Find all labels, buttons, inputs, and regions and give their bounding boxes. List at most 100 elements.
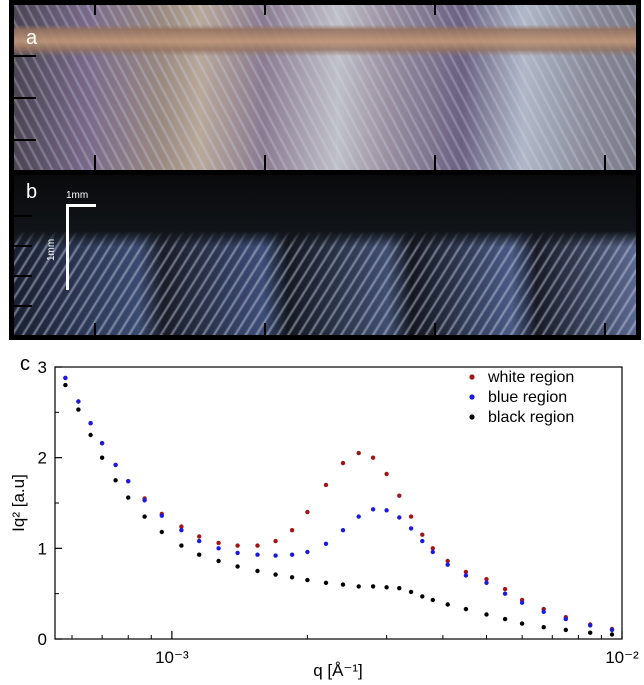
data-point bbox=[113, 478, 118, 483]
data-point bbox=[323, 482, 329, 488]
data-point bbox=[323, 541, 329, 546]
data-point bbox=[216, 540, 221, 546]
data-point bbox=[323, 580, 329, 585]
data-point bbox=[356, 584, 361, 589]
data-point bbox=[255, 568, 260, 574]
frame-tick bbox=[94, 5, 96, 15]
data-point bbox=[159, 529, 164, 535]
data-point bbox=[408, 589, 414, 595]
frame-tick bbox=[434, 155, 436, 170]
data-point bbox=[197, 552, 202, 557]
data-point bbox=[179, 528, 184, 533]
data-point bbox=[463, 573, 469, 578]
data-point bbox=[63, 382, 68, 388]
data-point bbox=[235, 550, 240, 556]
data-point bbox=[420, 538, 425, 544]
data-point bbox=[541, 625, 546, 630]
data-point bbox=[563, 616, 568, 622]
data-point bbox=[255, 543, 260, 548]
data-point bbox=[397, 515, 402, 520]
data-point bbox=[430, 549, 435, 555]
data-point bbox=[142, 498, 147, 503]
data-point bbox=[502, 591, 508, 596]
frame-tick bbox=[94, 323, 96, 335]
data-point bbox=[273, 538, 278, 544]
frame-tick bbox=[604, 323, 606, 335]
data-point bbox=[340, 528, 346, 533]
data-point bbox=[370, 507, 376, 512]
data-point bbox=[179, 524, 184, 529]
legend: white region blue region black region bbox=[469, 369, 574, 426]
legend-label: blue region bbox=[488, 389, 567, 406]
data-point bbox=[463, 569, 469, 575]
panel-b-label: b bbox=[26, 181, 38, 203]
legend-marker bbox=[469, 374, 475, 380]
plot-frame bbox=[54, 366, 623, 640]
panel-a-label: a bbox=[26, 27, 38, 49]
data-point bbox=[384, 471, 389, 477]
frame-tick bbox=[14, 245, 32, 247]
data-point bbox=[370, 455, 376, 460]
series-black-region bbox=[63, 382, 615, 637]
data-point bbox=[463, 606, 469, 612]
panel-a-photo: a bbox=[9, 0, 641, 175]
data-point bbox=[397, 493, 402, 498]
axis-ticks: 0 1 2 3 10⁻³ 10⁻² bbox=[38, 358, 640, 667]
data-point bbox=[445, 558, 450, 564]
data-point bbox=[113, 462, 118, 468]
data-point bbox=[484, 612, 489, 617]
data-point bbox=[76, 407, 81, 412]
x-axis-label: q [Å⁻¹] bbox=[313, 661, 363, 680]
scale-label-vertical: 1mm bbox=[46, 238, 57, 261]
data-point bbox=[588, 623, 593, 628]
data-point bbox=[408, 526, 414, 531]
data-point bbox=[88, 421, 93, 426]
data-point bbox=[445, 602, 450, 607]
data-point bbox=[305, 549, 310, 555]
data-point bbox=[179, 543, 184, 548]
data-point bbox=[99, 455, 105, 460]
data-point bbox=[484, 580, 489, 585]
data-point bbox=[340, 582, 346, 587]
data-points bbox=[63, 375, 615, 637]
data-point bbox=[484, 577, 489, 582]
y-tick-label: 0 bbox=[38, 630, 47, 649]
data-point bbox=[76, 399, 81, 404]
scale-bar-vertical bbox=[66, 204, 69, 290]
data-point bbox=[370, 584, 376, 589]
data-point bbox=[197, 534, 202, 539]
legend-marker bbox=[469, 394, 475, 400]
data-point bbox=[255, 552, 260, 557]
y-axis-label: Iq² [a.u] bbox=[9, 474, 28, 532]
data-point bbox=[159, 513, 164, 518]
frame-tick bbox=[434, 323, 436, 335]
legend-marker bbox=[469, 414, 475, 420]
data-point bbox=[216, 558, 221, 564]
data-point bbox=[397, 586, 402, 591]
scattering-chart: c 0 1 2 3 10⁻³ 10⁻² white region blue region bl… bbox=[9, 353, 640, 680]
data-point bbox=[273, 572, 278, 577]
legend-label: black region bbox=[488, 409, 574, 426]
data-point bbox=[235, 543, 240, 548]
frame-tick bbox=[264, 5, 266, 15]
y-tick-label: 3 bbox=[38, 358, 47, 377]
data-point bbox=[197, 538, 202, 544]
data-point bbox=[502, 616, 508, 622]
frame-tick bbox=[14, 55, 36, 57]
data-point bbox=[273, 553, 278, 558]
data-point bbox=[305, 577, 310, 583]
data-point bbox=[445, 562, 450, 567]
series-blue-region bbox=[63, 375, 615, 633]
data-point bbox=[502, 586, 508, 592]
frame-tick bbox=[14, 139, 36, 141]
data-point bbox=[430, 597, 435, 603]
data-point bbox=[126, 495, 131, 500]
data-point bbox=[420, 532, 425, 537]
data-point bbox=[235, 564, 240, 569]
data-point bbox=[305, 509, 310, 515]
data-point bbox=[99, 441, 105, 446]
data-point bbox=[519, 600, 525, 605]
legend-label: white region bbox=[487, 369, 574, 386]
frame-tick bbox=[94, 155, 96, 170]
data-point bbox=[519, 621, 525, 626]
